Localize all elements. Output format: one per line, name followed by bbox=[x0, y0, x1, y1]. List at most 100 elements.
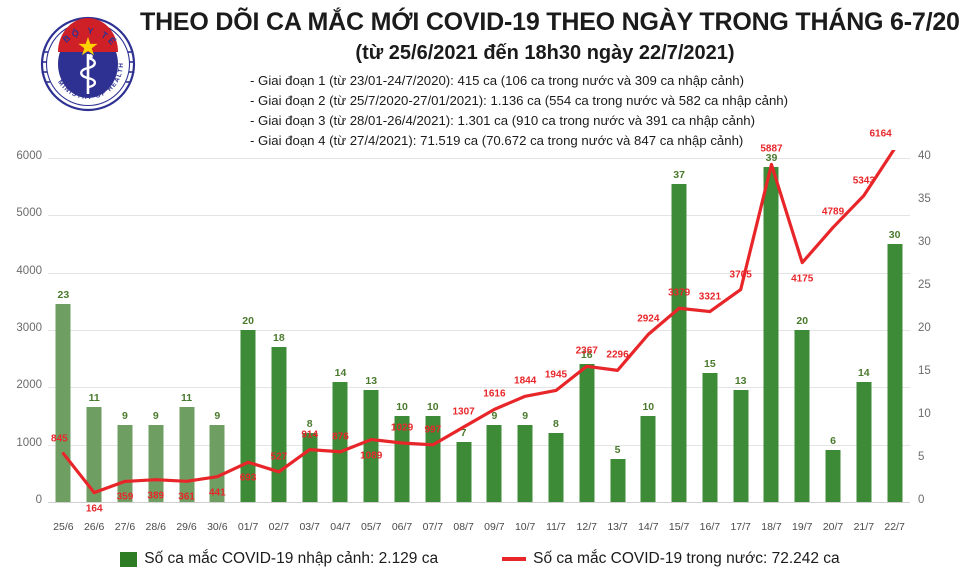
bar-value-label: 13 bbox=[365, 375, 378, 388]
y-axis-right-tick: 25 bbox=[918, 279, 931, 291]
line-value-label: 5887 bbox=[760, 143, 783, 155]
bar-value-label: 30 bbox=[888, 229, 901, 241]
x-axis-tick: 01/7 bbox=[237, 521, 259, 533]
chart-plot-area: 23 11 9 9 11 9 20 18 8 14 13 10 10 7 9 9 8 16 5 10 37 15 13 39 2… bbox=[0, 128, 960, 525]
bar-value-label: 9 bbox=[152, 409, 159, 422]
x-axis-tick: 04/7 bbox=[330, 521, 351, 533]
line-value-label: 1089 bbox=[360, 450, 383, 462]
x-axis-tick: 10/7 bbox=[514, 521, 536, 533]
y-axis-right-tick: 30 bbox=[918, 236, 931, 248]
bar bbox=[363, 390, 379, 502]
x-axis-tick: 09/7 bbox=[484, 521, 505, 533]
bar-value-label: 8 bbox=[553, 418, 559, 431]
bar-column[interactable]: 10 bbox=[417, 150, 448, 520]
legend-label-imported: Số ca mắc COVID-19 nhập cảnh: 2.129 ca bbox=[144, 550, 439, 567]
bar-value-label: 6 bbox=[830, 435, 836, 448]
phase-line: - Giai đoạn 1 (từ 23/01-24/7/2020): 415 … bbox=[250, 72, 745, 88]
y-axis-left-tick: 6000 bbox=[16, 150, 42, 162]
line-value-label: 1029 bbox=[390, 422, 414, 434]
phase-line: - Giai đoạn 3 (từ 28/01-26/4/2021): 1.30… bbox=[250, 112, 756, 128]
bar-value-label: 20 bbox=[796, 315, 809, 327]
x-axis-tick: 25/6 bbox=[53, 521, 74, 533]
bar-column[interactable]: 23 bbox=[48, 150, 79, 520]
bar bbox=[271, 347, 287, 502]
line-value-label: 359 bbox=[116, 491, 134, 503]
bar-value-label: 11 bbox=[88, 392, 100, 405]
x-axis-tick: 30/6 bbox=[207, 521, 228, 533]
bar-value-label: 11 bbox=[180, 392, 193, 405]
bar-column[interactable]: 9 bbox=[140, 150, 171, 520]
bar-column[interactable]: 10 bbox=[633, 150, 664, 520]
bar bbox=[733, 390, 749, 502]
bar-column[interactable]: 14 bbox=[325, 150, 356, 520]
bar-column[interactable]: 37 bbox=[664, 150, 695, 520]
bar-column[interactable]: 9 bbox=[510, 150, 541, 520]
bar bbox=[671, 183, 687, 502]
bar-column[interactable]: 9 bbox=[202, 150, 233, 520]
bar-column[interactable]: 7 bbox=[448, 150, 479, 520]
gridline bbox=[48, 444, 910, 446]
line-value-label: 5343 bbox=[852, 175, 875, 187]
x-axis-tick: 26/6 bbox=[83, 521, 105, 533]
line-value-label: 876 bbox=[332, 431, 349, 443]
line-value-label: 2367 bbox=[575, 345, 598, 357]
x-axis-tick: 18/7 bbox=[761, 521, 782, 533]
x-axis-tick: 27/6 bbox=[114, 521, 136, 533]
x-axis-tick: 03/7 bbox=[299, 521, 320, 533]
bar-column[interactable]: 13 bbox=[356, 150, 387, 520]
bar bbox=[240, 330, 256, 502]
bar bbox=[856, 381, 872, 502]
legend-item-imported: Số ca mắc COVID-19 nhập cảnh: 2.129 ca bbox=[120, 550, 438, 568]
bar-value-label: 16 bbox=[580, 349, 593, 362]
bar bbox=[610, 459, 626, 502]
page-title: THEO DÕI CA MẮC MỚI COVID-19 THEO NGÀY T… bbox=[140, 8, 960, 36]
x-axis-labels: 25/6 26/6 27/6 28/6 29/6 30/6 01/7 02/7 03/7 04/7… bbox=[48, 521, 910, 539]
legend-line-swatch-icon bbox=[502, 557, 527, 561]
bar bbox=[640, 416, 656, 502]
gridlines bbox=[48, 150, 910, 520]
bar bbox=[55, 304, 71, 502]
bar-column[interactable]: 9 bbox=[479, 150, 510, 520]
page-subtitle: (từ 25/6/2021 đến 18h30 ngày 22/7/2021) bbox=[355, 41, 735, 64]
line-value-label: 441 bbox=[208, 487, 226, 499]
line-value-label: 2296 bbox=[606, 349, 629, 361]
x-axis-tick: 06/7 bbox=[391, 521, 413, 533]
line-value-label: 3321 bbox=[698, 291, 722, 303]
bar-column[interactable]: 14 bbox=[848, 150, 879, 520]
line-value-label: 914 bbox=[301, 429, 319, 441]
bar bbox=[425, 416, 441, 502]
ministry-of-health-logo: BỘ Y TẾ MINISTRY OF HEALTH bbox=[40, 16, 136, 112]
bar-column[interactable]: 11 bbox=[171, 150, 202, 520]
y-axis-right-tick: 20 bbox=[918, 322, 931, 334]
bar bbox=[332, 381, 348, 502]
bar-column[interactable]: 13 bbox=[725, 150, 756, 520]
y-axis-right-tick: 10 bbox=[918, 408, 931, 420]
line-value-label: 4789 bbox=[821, 206, 845, 218]
phase-line: - Giai đoạn 4 (từ 27/4/2021): 71.519 ca … bbox=[250, 132, 744, 148]
y-axis-right-tick: 0 bbox=[918, 494, 925, 506]
chart-legend: Số ca mắc COVID-19 nhập cảnh: 2.129 ca S… bbox=[0, 545, 960, 573]
chart-header: BỘ Y TẾ MINISTRY OF HEALTH THEO DÕI CA M… bbox=[0, 0, 960, 150]
gridline bbox=[48, 502, 910, 503]
gridline bbox=[48, 272, 910, 274]
bar-column[interactable]: 16 bbox=[571, 150, 602, 520]
bar bbox=[548, 433, 564, 502]
bar-column[interactable]: 11 bbox=[79, 150, 110, 520]
y-axis-right-tick: 5 bbox=[918, 451, 925, 463]
bar-column[interactable]: 10 bbox=[387, 150, 418, 520]
bar-column[interactable]: 20 bbox=[233, 150, 264, 520]
bar-column[interactable]: 8 bbox=[541, 150, 572, 520]
bar-column[interactable]: 18 bbox=[264, 150, 295, 520]
domestic-cases-line bbox=[61, 150, 896, 495]
bar-column[interactable]: 20 bbox=[787, 150, 818, 520]
legend-label-domestic: Số ca mắc COVID-19 trong nước: 72.242 ca bbox=[533, 550, 840, 567]
bar-column[interactable]: 39 bbox=[756, 150, 787, 520]
bar-column[interactable]: 30 bbox=[879, 150, 910, 520]
bar bbox=[825, 450, 841, 502]
bar-value-label: 10 bbox=[396, 401, 408, 413]
bar-column[interactable]: 6 bbox=[818, 150, 849, 520]
bar-column[interactable]: 15 bbox=[695, 150, 726, 520]
gridline bbox=[48, 215, 910, 217]
bar-column[interactable]: 5 bbox=[602, 150, 633, 520]
line-value-label: 1945 bbox=[544, 369, 568, 381]
